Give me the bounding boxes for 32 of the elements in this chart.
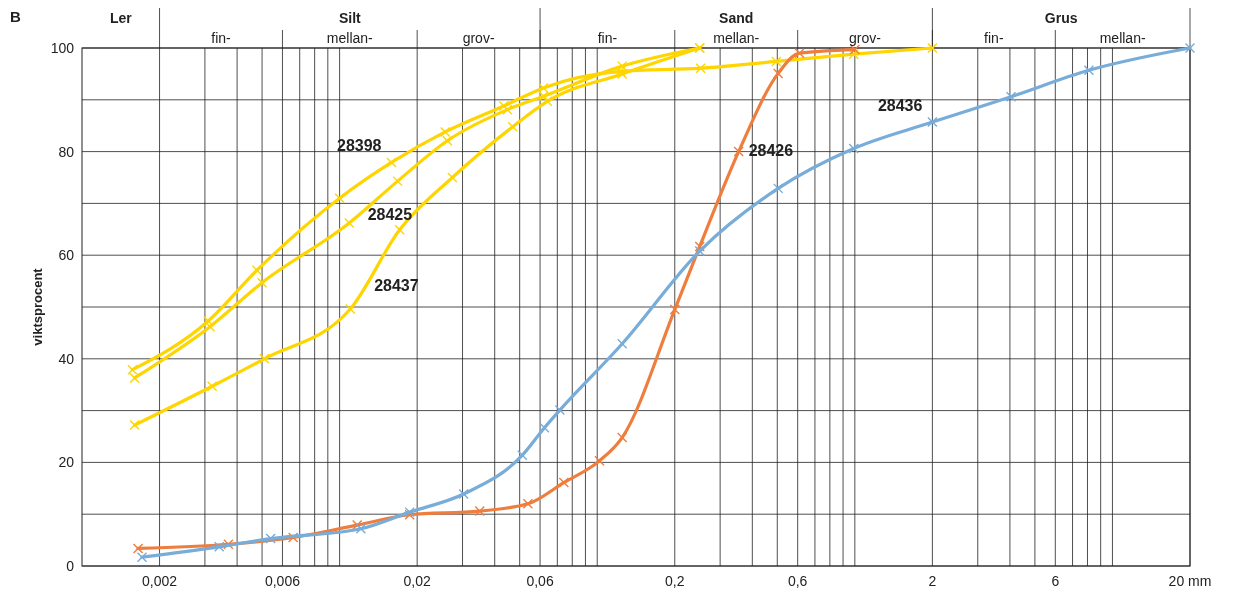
y-tick-label: 60 (58, 247, 75, 264)
x-tick-label: 0,02 (403, 573, 431, 589)
x-tick-label: 20 mm (1168, 573, 1212, 589)
text: Sand (719, 10, 754, 26)
y-axis-title: viktsprocent (30, 267, 45, 346)
x-tick-label: 0,002 (142, 573, 178, 589)
text: mellan- (1099, 30, 1146, 46)
x-tick-label: 0,6 (787, 573, 808, 589)
y-tick-label: 0 (66, 558, 75, 574)
y-tick-label: 40 (58, 350, 75, 367)
text: fin- (211, 30, 232, 46)
x-tick-label: 6 (1051, 573, 1060, 589)
annotation: 28437 (374, 277, 419, 295)
text: grov- (849, 30, 882, 46)
text: grov- (462, 30, 495, 46)
y-tick-label: 80 (58, 143, 75, 160)
text: mellan- (713, 30, 760, 46)
annotation: 28425 (367, 206, 413, 224)
y-tick-label: 100 (50, 40, 75, 56)
text: Silt (338, 10, 362, 26)
text: B (10, 8, 21, 25)
text: Grus (1044, 10, 1078, 26)
x-tick-label: 0,006 (264, 573, 301, 589)
text: Ler (109, 10, 133, 26)
x-tick-label: 2 (928, 573, 937, 589)
x-tick-label: 0,06 (526, 573, 554, 589)
text: mellan- (326, 30, 374, 46)
annotation: 28436 (877, 97, 923, 115)
text: fin- (597, 30, 618, 46)
y-tick-label: 20 (58, 454, 75, 471)
text: fin- (984, 30, 1004, 46)
x-tick-label: 0,2 (665, 573, 685, 589)
